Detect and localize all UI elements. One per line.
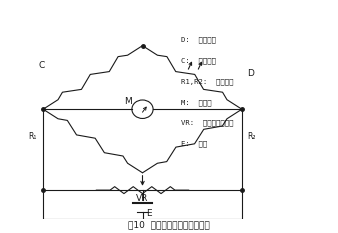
Text: E:  電源: E: 電源 xyxy=(180,140,207,147)
Text: R₁: R₁ xyxy=(28,132,37,141)
Text: M: M xyxy=(124,97,131,106)
Text: D: D xyxy=(247,69,254,78)
Text: M:  指示計: M: 指示計 xyxy=(180,99,211,106)
Text: R1,R2:  固定抵抗: R1,R2: 固定抵抗 xyxy=(180,78,233,85)
Text: VR: VR xyxy=(136,195,149,203)
Text: C: C xyxy=(38,61,45,70)
Text: VR:  零調整可変抵抗: VR: 零調整可変抵抗 xyxy=(180,120,233,127)
Text: C:  補償素子: C: 補償素子 xyxy=(180,57,216,64)
Text: E: E xyxy=(146,209,151,218)
Text: 図10  接触燃焼法の検出原理図: 図10 接触燃焼法の検出原理図 xyxy=(128,220,210,229)
Text: D:  検出素子: D: 検出素子 xyxy=(180,37,216,43)
Text: R₂: R₂ xyxy=(247,132,255,141)
